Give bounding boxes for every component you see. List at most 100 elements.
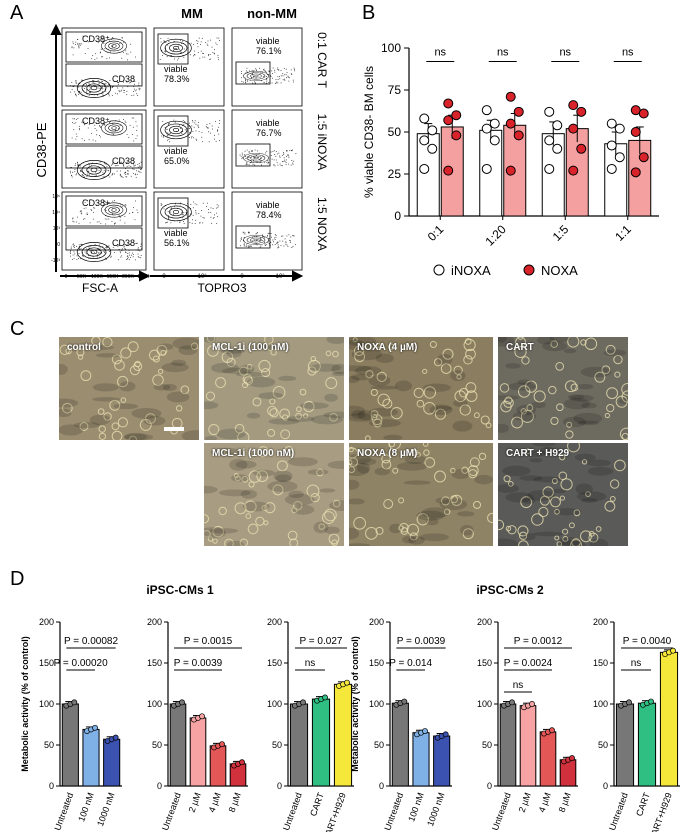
flow-dot [127,53,129,55]
flow-dot [183,48,185,50]
x-tick-label: Untreated [607,791,630,832]
flow-dot [133,117,135,119]
flow-dot [266,150,268,152]
cell [218,506,227,516]
cell [478,452,487,461]
flow-dot [102,176,104,178]
cell [473,412,480,419]
flow-dot [119,173,121,175]
cell [434,470,446,483]
flow-dot [81,121,83,123]
flow-dot [132,252,134,254]
flow-dot [293,235,295,237]
flow-dot [209,132,211,134]
micrograph-noxa-4: NOXA (4 µM) [348,336,494,441]
bar [539,731,557,787]
flow-dot [91,132,93,134]
cell [520,409,534,423]
flow-dot [95,140,97,142]
flow-dot [81,95,83,97]
cell-shadow [310,414,343,425]
cell [518,531,528,540]
flow-dot [119,161,121,163]
cell [310,493,320,503]
flow-dot [287,245,289,247]
flow-dot [167,44,169,46]
cell [204,514,210,524]
flow-dot [289,240,291,242]
flow-dot [160,205,162,207]
cell [349,466,355,474]
flow-dot [170,207,172,209]
flow-dot [166,129,168,131]
flow-plot-frame [231,109,303,189]
flow-dot [124,172,126,174]
cell [332,499,341,508]
flow-dot [287,76,289,78]
flow-dot [99,161,101,163]
cell [215,377,226,388]
cell [422,443,429,447]
flow-dot [291,247,293,249]
flow-dot [86,212,88,214]
data-point [606,118,617,129]
flow-dot [104,200,106,202]
flow-dot [260,161,262,163]
flow-dot [195,211,197,213]
gate-cd38-pos [65,113,143,145]
flow-dot [89,250,91,252]
data-point [509,699,515,706]
flow-dot [284,79,286,81]
flow-dot [179,204,181,206]
data-point [569,755,575,762]
flow-dot [76,38,78,40]
flow-dot [174,206,176,208]
cell-shadow [505,492,534,503]
flow-dot [137,253,139,255]
flow-dot [140,254,142,256]
flow-dot [116,170,118,172]
flow-dot [103,37,105,39]
flow-dot [192,130,194,132]
flow-dot [77,43,79,45]
flow-dot [278,152,280,154]
flow-dot [167,37,169,39]
flow-dot [179,221,181,223]
cell [352,337,358,343]
flow-dot [80,211,82,213]
cell-shadow [329,500,344,512]
flow-dot [262,69,264,71]
flow-dot [282,240,284,242]
flow-dot [105,90,107,92]
cell [468,469,478,479]
cell-shadow [416,510,445,521]
cell [224,538,234,546]
cell-shadow [327,460,344,469]
micrograph-label-noxa-4: NOXA (4 µM) [357,342,418,353]
flow-dot [75,174,77,176]
y-tick-label: 200 [593,617,608,627]
tick-label-cd38: 10³ [53,226,61,232]
flow-dot [75,82,77,84]
data-point [648,698,654,705]
bar [615,703,635,787]
bar [311,698,331,787]
flow-dot [122,205,124,207]
flow-dot [245,79,247,81]
data-point [481,163,492,174]
flow-dot [126,81,128,83]
cell-shadow [536,337,555,345]
cell [562,535,569,542]
flow-dot [216,37,218,39]
cell-shadow [326,337,344,344]
cell-shadow [357,457,377,466]
flow-dot [271,82,273,84]
flow-dot [279,155,281,157]
pval-label: P = 0.0039 [174,658,223,669]
flow-dot [263,82,265,84]
cell [601,365,611,375]
flow-dot [125,50,127,52]
flow-dot [101,56,103,58]
flow-dot [182,214,184,216]
cell [570,539,583,546]
